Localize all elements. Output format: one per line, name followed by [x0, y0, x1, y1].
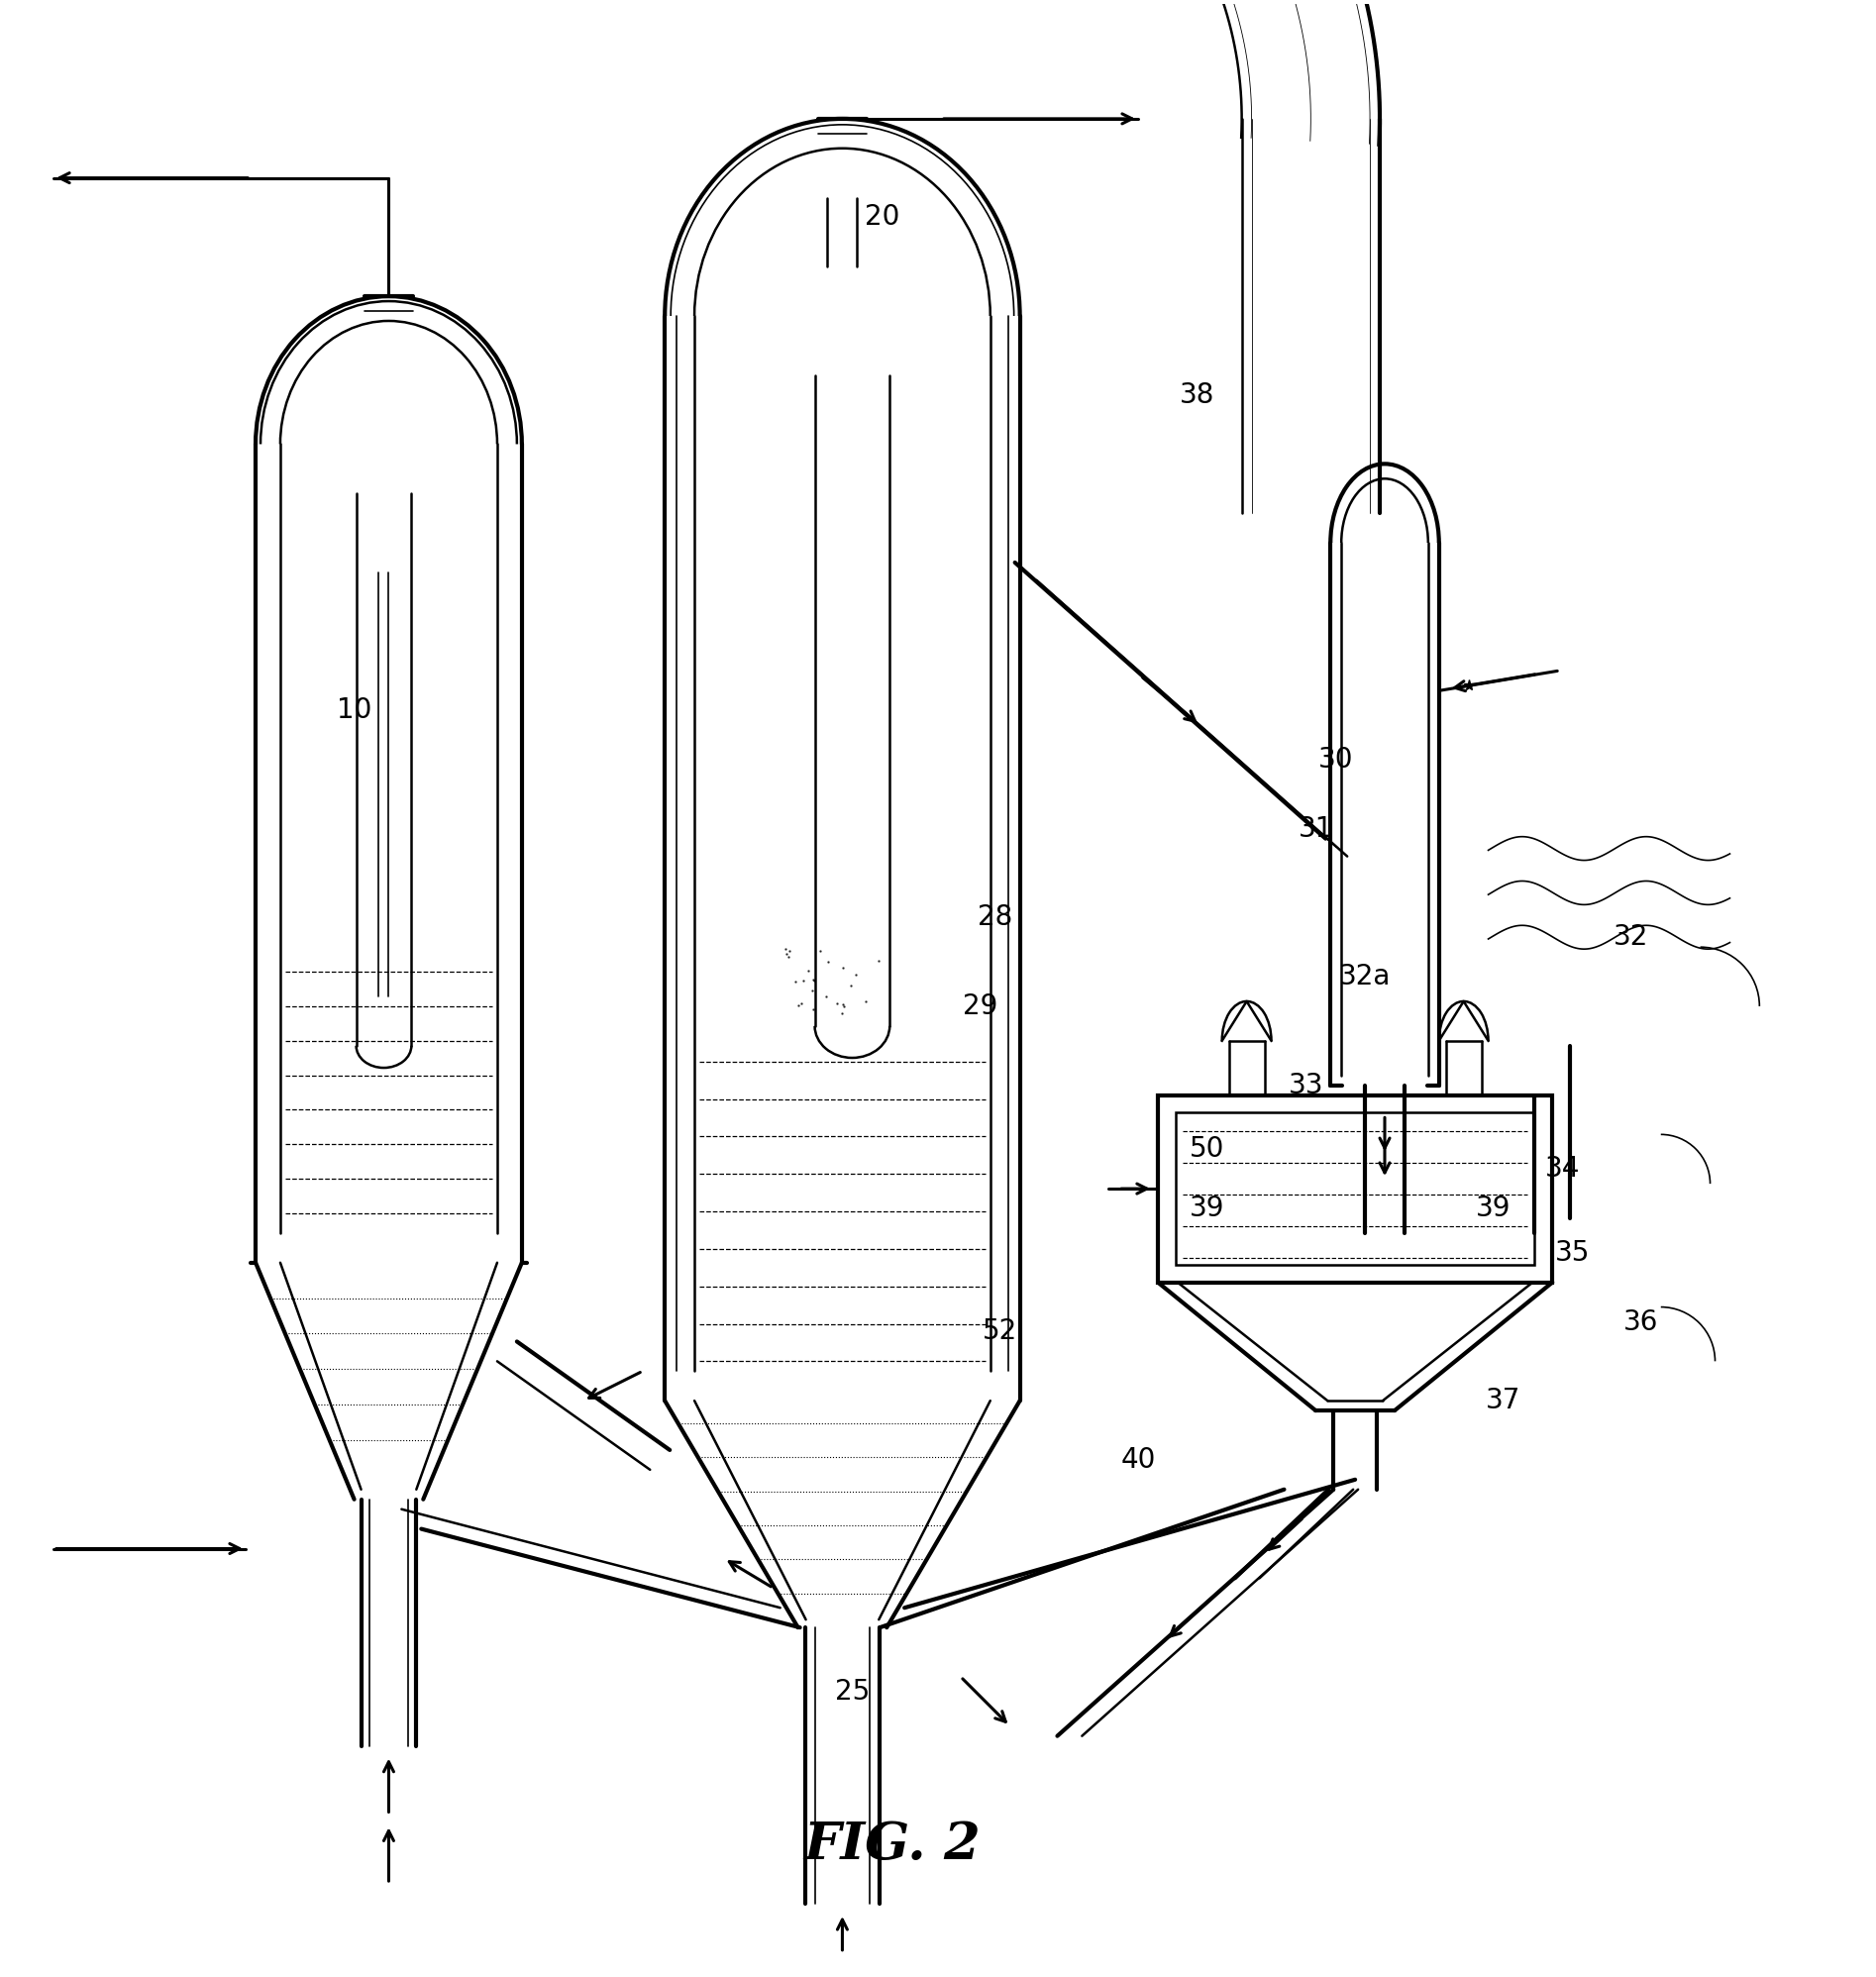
Text: 39: 39: [1189, 1194, 1225, 1222]
Text: 31: 31: [1298, 815, 1334, 842]
Text: 36: 36: [1623, 1309, 1658, 1336]
Text: 32: 32: [1613, 923, 1649, 951]
Text: 20: 20: [865, 204, 899, 231]
Text: 38: 38: [1180, 382, 1216, 409]
Text: 34: 34: [1544, 1155, 1580, 1182]
Text: 39: 39: [1476, 1194, 1510, 1222]
Bar: [1176, 1113, 1535, 1265]
Text: 29: 29: [962, 992, 998, 1020]
Text: 33: 33: [1289, 1072, 1323, 1099]
Text: 50: 50: [1189, 1135, 1225, 1162]
Text: FIG. 2: FIG. 2: [803, 1819, 979, 1870]
Text: 35: 35: [1555, 1240, 1589, 1267]
Text: 10: 10: [336, 696, 371, 724]
Bar: [1157, 1095, 1551, 1283]
Text: 30: 30: [1317, 745, 1353, 773]
Text: 28: 28: [977, 903, 1013, 931]
Text: 40: 40: [1120, 1445, 1156, 1473]
Text: 52: 52: [983, 1319, 1017, 1346]
Text: 37: 37: [1486, 1386, 1521, 1416]
Text: 25: 25: [835, 1678, 870, 1706]
Text: 32a: 32a: [1339, 963, 1390, 990]
